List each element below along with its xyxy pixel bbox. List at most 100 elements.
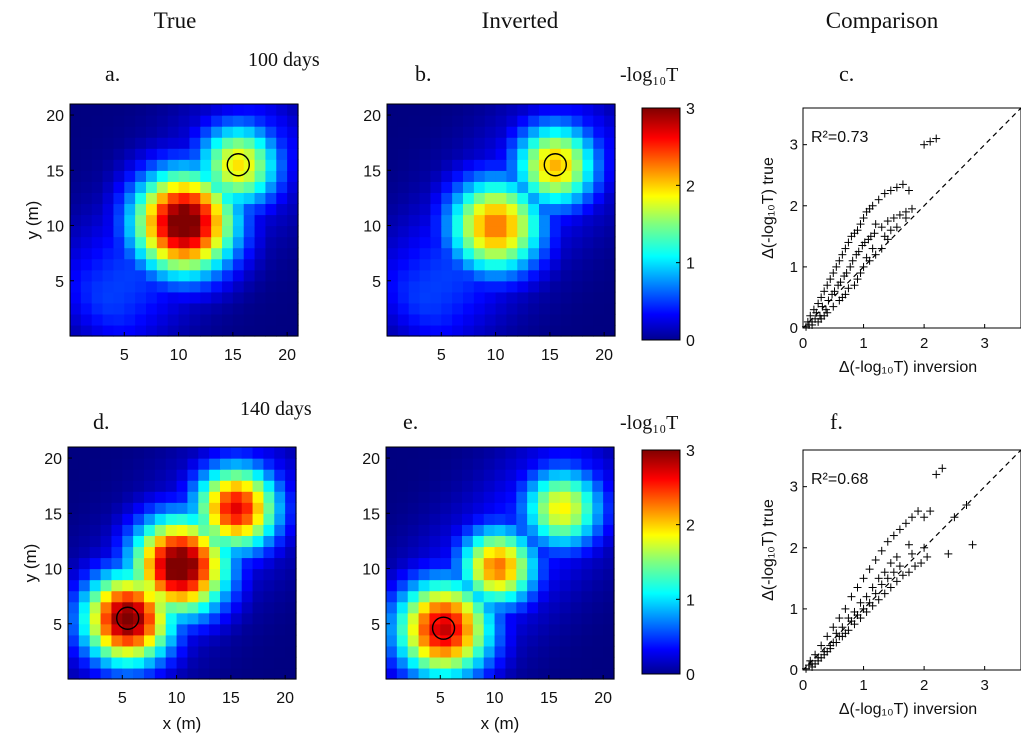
heatmap-cell bbox=[254, 302, 267, 315]
heatmap-cell bbox=[463, 203, 475, 216]
heatmap-cell bbox=[165, 524, 178, 536]
heatmap-cell bbox=[100, 579, 113, 592]
heatmap-cell bbox=[582, 280, 594, 293]
heatmap-cell bbox=[397, 214, 410, 227]
heatmap-cell bbox=[78, 557, 91, 570]
heatmap-cell bbox=[124, 181, 136, 193]
heatmap-cell bbox=[265, 148, 277, 160]
heatmap-cell bbox=[187, 568, 199, 581]
heatmap-cell bbox=[593, 115, 605, 127]
heatmap-cell bbox=[211, 214, 223, 227]
heatmap-cell bbox=[582, 148, 594, 160]
heatmap-cell bbox=[560, 247, 573, 260]
heatmap-cell bbox=[472, 491, 485, 503]
heatmap-cell bbox=[222, 181, 234, 193]
heatmap-cell bbox=[89, 502, 102, 514]
heatmap-cell bbox=[287, 236, 299, 249]
heatmap-cell bbox=[178, 192, 191, 205]
heatmap-cell bbox=[452, 192, 464, 205]
x-tick-label: 15 bbox=[540, 690, 558, 707]
heatmap-cell bbox=[111, 524, 123, 536]
heatmap-cell bbox=[241, 568, 254, 581]
heatmap-cell bbox=[80, 258, 93, 271]
heatmap-cell bbox=[462, 590, 474, 603]
heatmap-cell bbox=[560, 280, 573, 293]
heatmap-cell bbox=[484, 192, 497, 205]
heatmap-cell bbox=[506, 137, 518, 149]
heatmap-cell bbox=[581, 546, 593, 559]
heatmap-cell bbox=[176, 535, 189, 548]
heatmap-cell bbox=[111, 469, 123, 481]
heatmap-cell bbox=[452, 258, 464, 271]
heatmap-cell bbox=[230, 480, 243, 492]
heatmap-cell bbox=[387, 225, 399, 238]
heatmap-cell bbox=[582, 269, 594, 282]
heatmap-cell bbox=[495, 148, 508, 160]
heatmap-cell bbox=[452, 236, 464, 249]
heatmap-cell bbox=[548, 535, 561, 548]
heatmap-cell bbox=[603, 557, 615, 570]
heatmap-cell bbox=[441, 126, 453, 138]
heatmap-cell bbox=[70, 126, 82, 138]
heatmap-cell bbox=[254, 170, 267, 182]
heatmap-cell bbox=[135, 126, 147, 138]
heatmap-cell bbox=[80, 115, 93, 127]
heatmap-cell bbox=[243, 170, 256, 182]
colorbar-tick-label: 1 bbox=[686, 592, 695, 609]
heatmap-cell bbox=[472, 667, 485, 680]
heatmap-cell bbox=[386, 590, 398, 603]
heatmap-cell bbox=[419, 148, 432, 160]
y-axis-label: y (m) bbox=[21, 544, 40, 583]
heatmap-cell bbox=[506, 236, 518, 249]
heatmap-cell bbox=[559, 546, 572, 559]
heatmap-cell bbox=[440, 546, 452, 559]
heatmap-cell bbox=[122, 458, 134, 470]
heatmap-cell bbox=[407, 645, 420, 658]
heatmap-cell bbox=[548, 513, 561, 525]
heatmap-cell bbox=[463, 148, 475, 160]
heatmap-cell bbox=[505, 546, 517, 559]
heatmap-cell bbox=[505, 458, 517, 470]
heatmap-cell bbox=[124, 170, 136, 182]
heatmap-cell bbox=[285, 458, 297, 470]
heatmap-cell bbox=[91, 236, 104, 249]
heatmap-cell bbox=[187, 524, 199, 536]
heatmap-cell bbox=[146, 236, 158, 249]
heatmap-cell bbox=[593, 148, 605, 160]
heatmap-cell bbox=[252, 590, 265, 603]
heatmap-cell bbox=[472, 513, 485, 525]
heatmap-cell bbox=[495, 137, 508, 149]
heatmap-cell bbox=[559, 557, 572, 570]
scatter-point bbox=[877, 244, 886, 253]
heatmap-cell bbox=[593, 214, 605, 227]
heatmap-cell bbox=[473, 115, 486, 127]
heatmap-cell bbox=[418, 634, 431, 647]
heatmap-cell bbox=[165, 612, 178, 625]
heatmap-cell bbox=[144, 447, 156, 459]
heatmap-cell bbox=[133, 447, 145, 459]
heatmap-cell bbox=[559, 447, 572, 459]
heatmap-cell bbox=[548, 557, 561, 570]
heatmap-cell bbox=[265, 104, 277, 116]
heatmap-cell bbox=[252, 458, 265, 470]
heatmap-cell bbox=[232, 225, 245, 238]
scatter-point bbox=[889, 568, 898, 577]
heatmap-cell bbox=[462, 612, 474, 625]
heatmap-cell bbox=[144, 590, 156, 603]
scatter-point bbox=[838, 623, 847, 632]
heatmap-cell bbox=[452, 203, 464, 216]
heatmap-cell bbox=[187, 491, 199, 503]
heatmap-cell bbox=[274, 513, 286, 525]
heatmap-cell bbox=[263, 579, 275, 592]
heatmap-cell bbox=[528, 181, 540, 193]
heatmap-cell bbox=[220, 623, 232, 636]
heatmap-cell bbox=[124, 258, 136, 271]
heatmap-cell bbox=[144, 612, 156, 625]
y-tick-label: 0 bbox=[790, 662, 798, 679]
heatmap-cell bbox=[386, 568, 398, 581]
heatmap-cell bbox=[178, 137, 191, 149]
heatmap-cell bbox=[396, 469, 409, 481]
heatmap-cell bbox=[484, 269, 497, 282]
y-tick-label: 10 bbox=[362, 562, 380, 579]
heatmap-cell bbox=[232, 126, 245, 138]
